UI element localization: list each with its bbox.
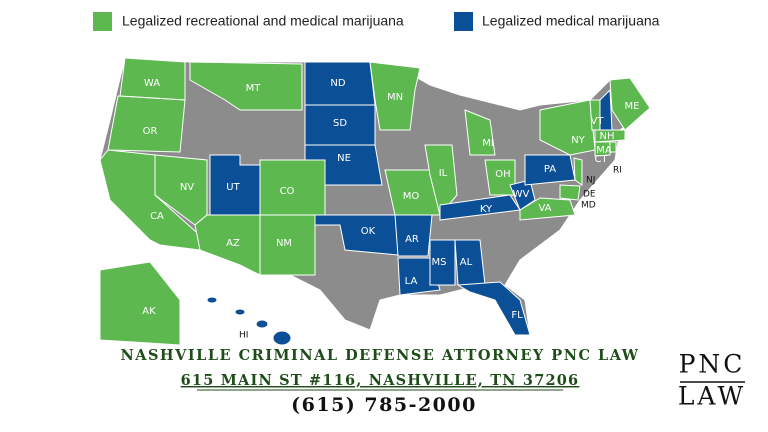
- state-label: KY: [480, 204, 493, 215]
- state-label: OK: [361, 226, 376, 237]
- state-label: RI: [613, 166, 622, 176]
- state-label: WV: [513, 189, 530, 200]
- state-label: LA: [405, 276, 418, 287]
- state-label: WA: [144, 78, 160, 89]
- legend-swatch: [454, 12, 473, 31]
- legend-label: Legalized medical marijuana: [482, 13, 660, 29]
- logo-line: PNC: [679, 350, 746, 379]
- state-label: NM: [276, 238, 292, 249]
- state-label: NJ: [586, 176, 595, 186]
- state-label: MO: [403, 191, 420, 202]
- state-label: MT: [246, 83, 262, 94]
- state-label: DE: [583, 190, 596, 200]
- state-label: ME: [625, 101, 640, 112]
- state-label: CO: [280, 186, 295, 197]
- phone[interactable]: (615) 785-2000: [291, 394, 477, 416]
- state-label: IL: [439, 168, 448, 179]
- state-label: AZ: [226, 238, 240, 249]
- state-label: NY: [571, 135, 585, 146]
- state-label: MA: [596, 145, 612, 156]
- state-label: HI: [239, 331, 248, 341]
- state-label: AR: [405, 234, 419, 245]
- address[interactable]: 615 MAIN ST #116, NASHVILLE, TN 37206: [181, 372, 580, 389]
- state-label: VA: [538, 203, 551, 214]
- state-label: UT: [226, 182, 240, 193]
- state-label: OR: [143, 126, 158, 137]
- state-label: MD: [581, 201, 596, 211]
- logo-line: LAW: [678, 382, 746, 411]
- state-label: NH: [600, 131, 615, 142]
- state-label: ND: [330, 78, 345, 89]
- state-label: MI: [482, 138, 494, 149]
- state-label: AK: [142, 306, 156, 317]
- map: [99, 57, 651, 346]
- state-label: SD: [333, 118, 347, 129]
- state-label: PA: [544, 164, 556, 175]
- state-labels: WA OR CA NV MT UT CO AZ NM ND SD NE MN O…: [142, 78, 639, 341]
- state-label: CA: [150, 211, 164, 222]
- state-label: AL: [460, 257, 473, 268]
- state-label: VT: [591, 116, 605, 127]
- state-label: NV: [180, 182, 194, 193]
- state-label: NE: [337, 153, 351, 164]
- legend-label: Legalized recreational and medical marij…: [122, 13, 404, 29]
- legend-swatch: [93, 12, 112, 31]
- state-label: OH: [495, 169, 510, 180]
- state-label: MN: [387, 92, 403, 103]
- firm-name: NASHVILLE CRIMINAL DEFENSE ATTORNEY PNC …: [120, 347, 639, 364]
- state-label: FL: [511, 310, 523, 321]
- state-label: CT: [594, 154, 608, 165]
- state-label: MS: [432, 257, 447, 268]
